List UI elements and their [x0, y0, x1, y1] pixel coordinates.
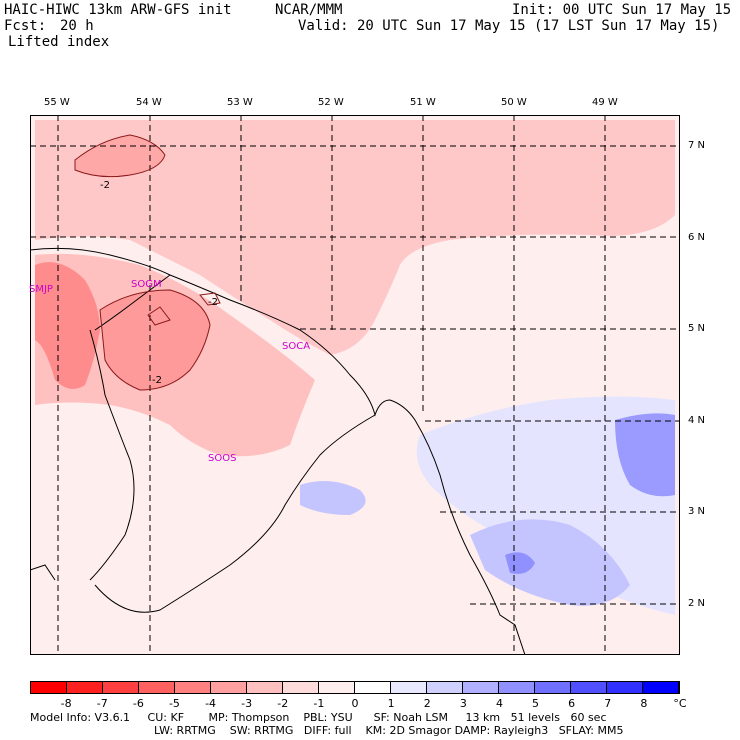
- map-canvas: -2 -2 -2: [30, 115, 680, 655]
- colorbar-tick-label: 1: [387, 697, 395, 710]
- li-zone-minus3-west: [35, 262, 100, 389]
- colorbar-segment: [175, 682, 211, 693]
- colorbar-segment: [67, 682, 103, 693]
- colorbar-tick-label: 6: [568, 697, 576, 710]
- colorbar-segment: [283, 682, 319, 693]
- colorbar-tick-label: -5: [168, 697, 180, 710]
- colorbar-tick-label: -2: [277, 697, 289, 710]
- colorbar-segment: [103, 682, 139, 693]
- colorbar-tick-label: 2: [423, 697, 431, 710]
- station-label: SMJP: [29, 284, 53, 295]
- lon-label: 55 W: [44, 97, 70, 108]
- li-zone-plus3-spot: [505, 552, 535, 574]
- colorbar-segment: [211, 682, 247, 693]
- lat-label: 6 N: [688, 232, 706, 243]
- li-zone-plus4-east: [615, 413, 675, 497]
- colorbar-segment: [247, 682, 283, 693]
- colorbar-tick-label: -4: [205, 697, 217, 710]
- station-label: SOGM: [131, 279, 162, 290]
- colorbar: [30, 681, 680, 694]
- colorbar-segment: [391, 682, 427, 693]
- lat-label: 5 N: [688, 323, 706, 334]
- colorbar-segment: [499, 682, 535, 693]
- colorbar-tick-label: 8: [640, 697, 648, 710]
- colorbar-tick-label: -3: [241, 697, 253, 710]
- lon-label: 51 W: [410, 97, 436, 108]
- colorbar-tick-label: 3: [459, 697, 467, 710]
- colorbar-segment: [139, 682, 175, 693]
- contour-label: -2: [100, 180, 110, 191]
- station-label: SOCA: [282, 341, 311, 352]
- lon-label: 50 W: [501, 97, 527, 108]
- lat-lon-grid: [30, 115, 680, 655]
- lon-label: 52 W: [318, 97, 344, 108]
- colorbar-segment: [535, 682, 571, 693]
- colorbar-segment: [427, 682, 463, 693]
- lat-label: 7 N: [688, 140, 706, 151]
- colorbar-segment: [643, 682, 679, 693]
- colorbar-segment: [607, 682, 643, 693]
- lon-label: 54 W: [136, 97, 162, 108]
- contour-minus2: [74, 134, 221, 391]
- colorbar-tick-label: 5: [532, 697, 540, 710]
- model-title: HAIC-HIWC 13km ARW-GFS init: [4, 2, 232, 18]
- lon-label: 49 W: [592, 97, 618, 108]
- colorbar-tick-label: -7: [96, 697, 108, 710]
- model-info-line2: LW: RRTMG SW: RRTMG DIFF: full KM: 2D Sm…: [154, 724, 624, 737]
- lat-label: 4 N: [688, 415, 706, 426]
- colorbar-tick-label: -6: [132, 697, 144, 710]
- field-name: Lifted index: [8, 34, 110, 50]
- org-label: NCAR/MMM: [275, 2, 343, 18]
- colorbar-unit: °C: [673, 697, 687, 710]
- station-label: SOOS: [208, 453, 237, 464]
- colorbar-segment: [355, 682, 391, 693]
- lon-label: 53 W: [227, 97, 253, 108]
- colorbar-tick-label: 4: [495, 697, 503, 710]
- li-zone-minus3-central: [100, 290, 210, 390]
- colorbar-tick-label: 0: [351, 697, 359, 710]
- init-time: Init: 00 UTC Sun 17 May 15: [512, 2, 732, 18]
- map-frame: [30, 115, 680, 655]
- colorbar-segment: [319, 682, 355, 693]
- colorbar-tick-label: -8: [60, 697, 72, 710]
- forecast-label: Fcst:: [4, 18, 47, 34]
- contour-label: -2: [208, 297, 218, 308]
- li-zone-plus2: [470, 519, 630, 606]
- lifted-index-map: -2 -2 -2: [30, 115, 680, 655]
- li-zone-plus2-west: [300, 481, 366, 515]
- colorbar-segment: [571, 682, 607, 693]
- lat-label: 2 N: [688, 598, 706, 609]
- li-zone-north-patch: [75, 135, 165, 177]
- colorbar-segment: [463, 682, 499, 693]
- forecast-hour: 20 h: [60, 18, 94, 34]
- colorbar-tick-label: -1: [313, 697, 325, 710]
- colorbar-tick-label: 7: [604, 697, 612, 710]
- valid-time: Valid: 20 UTC Sun 17 May 15 (17 LST Sun …: [298, 18, 720, 34]
- contour-label: -2: [152, 375, 162, 386]
- model-info-line1: Model Info: V3.6.1 CU: KF MP: Thompson P…: [30, 711, 607, 724]
- coastline: [30, 247, 526, 655]
- colorbar-segment: [31, 682, 67, 693]
- lat-label: 3 N: [688, 506, 706, 517]
